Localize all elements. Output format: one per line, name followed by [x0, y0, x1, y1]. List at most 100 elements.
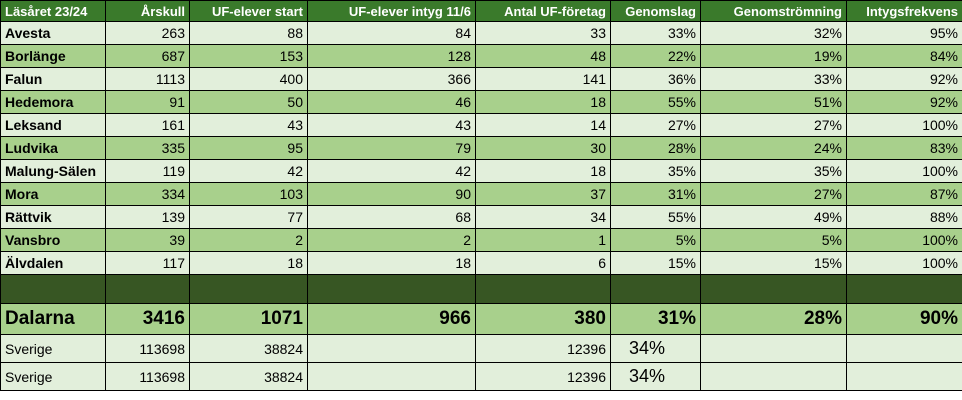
genomslag-cell: 36% [610, 67, 701, 91]
intygsfrekvens-cell: 92% [846, 67, 962, 91]
total-genomstromning-cell: 28% [700, 303, 847, 335]
total-row: Dalarna 3416 1071 966 380 31% 28% 90% [0, 303, 962, 335]
municipality-cell: Vansbro [0, 228, 106, 252]
genomstromning-cell: 15% [700, 251, 847, 275]
antal-cell: 18 [475, 159, 611, 183]
separator-cell [475, 274, 611, 304]
intyg-cell: 43 [307, 113, 476, 137]
start-cell: 153 [189, 44, 308, 68]
genomstromning-cell: 19% [700, 44, 847, 68]
genomslag-cell: 22% [610, 44, 701, 68]
total-antal-cell: 380 [475, 303, 611, 335]
sverige-arskull-cell: 113698 [105, 334, 190, 363]
total-name-cell: Dalarna [0, 303, 106, 335]
municipality-cell: Älvdalen [0, 251, 106, 275]
intygsfrekvens-cell: 100% [846, 251, 962, 275]
intyg-cell: 42 [307, 159, 476, 183]
separator-cell [846, 274, 962, 304]
table-row: Avesta 263 88 84 33 33% 32% 95% [0, 21, 962, 45]
start-cell: 103 [189, 182, 308, 206]
start-cell: 2 [189, 228, 308, 252]
sverige-arskull-cell: 113698 [105, 362, 190, 391]
intyg-cell: 79 [307, 136, 476, 160]
sverige-start-cell: 38824 [189, 362, 308, 391]
table-row: Leksand 161 43 43 14 27% 27% 100% [0, 113, 962, 137]
header-cell-start: UF-elever start [189, 0, 308, 22]
genomslag-cell: 27% [610, 113, 701, 137]
intyg-cell: 46 [307, 90, 476, 114]
antal-cell: 33 [475, 21, 611, 45]
table-row: Borlänge 687 153 128 48 22% 19% 84% [0, 44, 962, 68]
header-row: Läsåret 23/24 Årskull UF-elever start UF… [0, 0, 962, 22]
uf-statistics-table: Läsåret 23/24 Årskull UF-elever start UF… [0, 0, 962, 391]
genomslag-cell: 28% [610, 136, 701, 160]
table-row: Hedemora 91 50 46 18 55% 51% 92% [0, 90, 962, 114]
intygsfrekvens-cell: 100% [846, 159, 962, 183]
separator-cell [105, 274, 190, 304]
total-intyg-cell: 966 [307, 303, 476, 335]
sverige-start-cell: 38824 [189, 334, 308, 363]
antal-cell: 48 [475, 44, 611, 68]
arskull-cell: 687 [105, 44, 190, 68]
genomslag-cell: 35% [610, 159, 701, 183]
start-cell: 18 [189, 251, 308, 275]
start-cell: 43 [189, 113, 308, 137]
sverige-genomslag-cell: 34% [610, 334, 701, 363]
intyg-cell: 366 [307, 67, 476, 91]
separator-cell [610, 274, 701, 304]
genomslag-cell: 55% [610, 205, 701, 229]
header-cell-arskull: Årskull [105, 0, 190, 22]
municipality-cell: Falun [0, 67, 106, 91]
antal-cell: 1 [475, 228, 611, 252]
total-intygsfrekvens-cell: 90% [846, 303, 962, 335]
start-cell: 77 [189, 205, 308, 229]
genomslag-cell: 55% [610, 90, 701, 114]
header-cell-lasaret: Läsåret 23/24 [0, 0, 106, 22]
sverige-antal-cell: 12396 [475, 362, 611, 391]
genomstromning-cell: 32% [700, 21, 847, 45]
sverige-name-cell: Sverige [0, 362, 106, 391]
arskull-cell: 335 [105, 136, 190, 160]
municipality-cell: Avesta [0, 21, 106, 45]
antal-cell: 30 [475, 136, 611, 160]
antal-cell: 14 [475, 113, 611, 137]
municipality-cell: Leksand [0, 113, 106, 137]
header-cell-antal: Antal UF-företag [475, 0, 611, 22]
intygsfrekvens-cell: 83% [846, 136, 962, 160]
empty-cell [846, 362, 962, 391]
table-row: Rättvik 139 77 68 34 55% 49% 88% [0, 205, 962, 229]
arskull-cell: 161 [105, 113, 190, 137]
genomstromning-cell: 33% [700, 67, 847, 91]
start-cell: 42 [189, 159, 308, 183]
arskull-cell: 1113 [105, 67, 190, 91]
empty-cell [307, 334, 476, 363]
antal-cell: 6 [475, 251, 611, 275]
intyg-cell: 90 [307, 182, 476, 206]
separator-cell [189, 274, 308, 304]
genomstromning-cell: 35% [700, 159, 847, 183]
header-cell-genomstromning: Genomströmning [700, 0, 847, 22]
intyg-cell: 128 [307, 44, 476, 68]
intygsfrekvens-cell: 95% [846, 21, 962, 45]
arskull-cell: 39 [105, 228, 190, 252]
total-start-cell: 1071 [189, 303, 308, 335]
table-row: Malung-Sälen 119 42 42 18 35% 35% 100% [0, 159, 962, 183]
empty-cell [700, 334, 847, 363]
empty-cell [846, 334, 962, 363]
empty-cell [307, 362, 476, 391]
municipality-cell: Borlänge [0, 44, 106, 68]
intyg-cell: 84 [307, 21, 476, 45]
start-cell: 88 [189, 21, 308, 45]
antal-cell: 37 [475, 182, 611, 206]
genomstromning-cell: 5% [700, 228, 847, 252]
sverige-antal-cell: 12396 [475, 334, 611, 363]
header-cell-intygsfrekvens: Intygsfrekvens [846, 0, 962, 22]
header-cell-intyg: UF-elever intyg 11/6 [307, 0, 476, 22]
intyg-cell: 68 [307, 205, 476, 229]
genomslag-cell: 33% [610, 21, 701, 45]
table-row: Falun 1113 400 366 141 36% 33% 92% [0, 67, 962, 91]
separator-row [0, 274, 962, 304]
intygsfrekvens-cell: 100% [846, 113, 962, 137]
arskull-cell: 117 [105, 251, 190, 275]
municipality-cell: Malung-Sälen [0, 159, 106, 183]
